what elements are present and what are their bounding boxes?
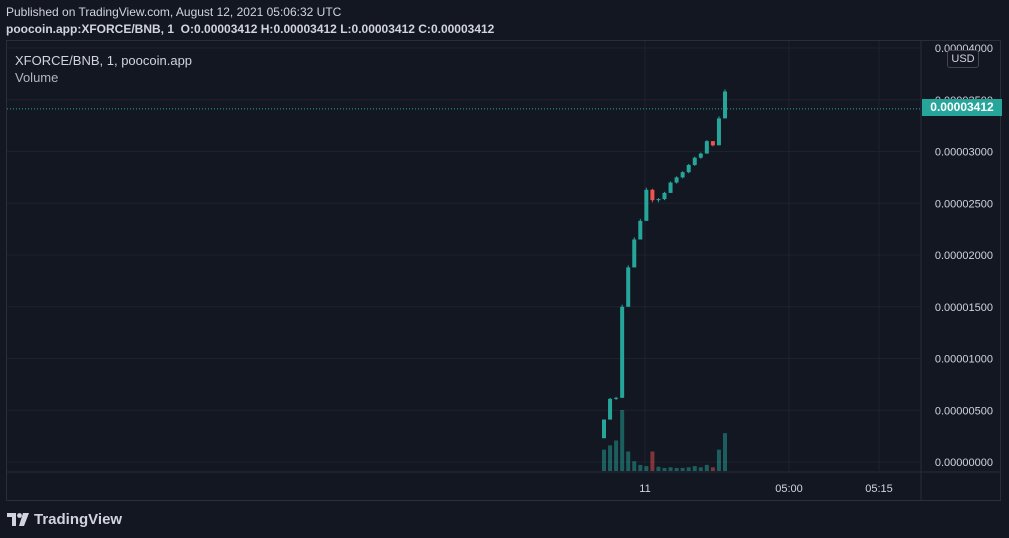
candle-body bbox=[656, 199, 661, 201]
x-tick-label: 05:00 bbox=[775, 483, 803, 495]
high-label: H: bbox=[260, 22, 274, 36]
volume-legend: Volume bbox=[15, 70, 59, 85]
candle-body bbox=[692, 157, 697, 165]
ohlc-bar: poocoin.app:XFORCE/BNB, 1 O:0.00003412 H… bbox=[6, 22, 494, 36]
volume-bar bbox=[632, 461, 637, 471]
candle-body bbox=[716, 118, 721, 146]
tradingview-logo-icon bbox=[7, 513, 29, 526]
candle-body bbox=[686, 164, 691, 173]
symbol-label: poocoin.app:XFORCE/BNB, 1 bbox=[6, 22, 174, 36]
volume-bar bbox=[710, 467, 715, 471]
volume-bar bbox=[638, 464, 643, 471]
volume-bar bbox=[620, 410, 625, 471]
y-tick-label: 0.00001500 bbox=[935, 302, 993, 314]
x-tick-label: 05:15 bbox=[865, 483, 893, 495]
volume-bar bbox=[698, 467, 703, 471]
close-label: C: bbox=[418, 22, 431, 36]
currency-button[interactable]: USD bbox=[947, 50, 979, 68]
candle-body bbox=[704, 141, 709, 154]
open-label: O: bbox=[180, 22, 195, 36]
low-label: L: bbox=[340, 22, 352, 36]
volume-bar bbox=[650, 451, 655, 471]
volume-bar bbox=[614, 440, 619, 471]
candles bbox=[602, 89, 727, 439]
volume-bar bbox=[644, 466, 649, 471]
candle-body bbox=[674, 177, 679, 183]
candle-body bbox=[620, 306, 625, 398]
candle-body bbox=[668, 182, 673, 193]
candle-body bbox=[626, 267, 631, 307]
candle-body bbox=[614, 397, 619, 399]
candle-body bbox=[632, 239, 637, 268]
candle-body bbox=[680, 172, 685, 178]
y-tick-label: 0.00003000 bbox=[935, 147, 993, 159]
close-value: 0.00003412 bbox=[430, 22, 495, 36]
x-axis-labels: 11 05:00 05:15 bbox=[639, 483, 892, 495]
candle-body bbox=[662, 192, 667, 200]
y-tick-label: 0.00001000 bbox=[935, 354, 993, 366]
chart-frame bbox=[6, 40, 1001, 501]
volume-bar bbox=[723, 433, 727, 471]
volume-bars bbox=[602, 410, 727, 471]
chart-grid bbox=[7, 41, 920, 471]
candle-body bbox=[710, 141, 715, 146]
low-value: 0.00003412 bbox=[351, 22, 415, 36]
volume-bar bbox=[656, 466, 661, 471]
volume-bar bbox=[626, 451, 631, 471]
candle-body bbox=[608, 398, 613, 420]
brand-name: TradingView bbox=[34, 511, 123, 528]
y-tick-label: 0.00002000 bbox=[935, 250, 993, 262]
published-info: Published on TradingView.com, August 12,… bbox=[6, 5, 342, 19]
candle-body bbox=[650, 189, 655, 201]
volume-bar bbox=[608, 445, 613, 471]
last-price-tag: 0.00003412 bbox=[922, 99, 1002, 116]
high-value: 0.00003412 bbox=[273, 22, 337, 36]
volume-bar bbox=[662, 467, 667, 471]
candle-body bbox=[638, 220, 643, 240]
volume-bar bbox=[674, 467, 679, 471]
candle-body bbox=[698, 153, 703, 158]
series-legend: XFORCE/BNB, 1, poocoin.app bbox=[15, 53, 193, 68]
candle-body bbox=[644, 189, 649, 221]
volume-bar bbox=[686, 467, 691, 471]
candle-body bbox=[602, 419, 606, 439]
volume-bar bbox=[680, 467, 685, 471]
volume-bar bbox=[602, 449, 606, 471]
candle-body bbox=[723, 91, 727, 119]
volume-bar bbox=[716, 449, 721, 471]
y-tick-label: 0.00000000 bbox=[935, 457, 993, 469]
open-value: 0.00003412 bbox=[194, 22, 258, 36]
x-tick-label: 11 bbox=[639, 483, 650, 495]
tradingview-logo[interactable]: TradingView bbox=[7, 511, 122, 528]
y-tick-label: 0.00000500 bbox=[935, 405, 993, 417]
volume-bar bbox=[704, 464, 709, 471]
volume-bar bbox=[668, 467, 673, 471]
volume-bar bbox=[692, 466, 697, 471]
y-tick-label: 0.00002500 bbox=[935, 198, 993, 210]
